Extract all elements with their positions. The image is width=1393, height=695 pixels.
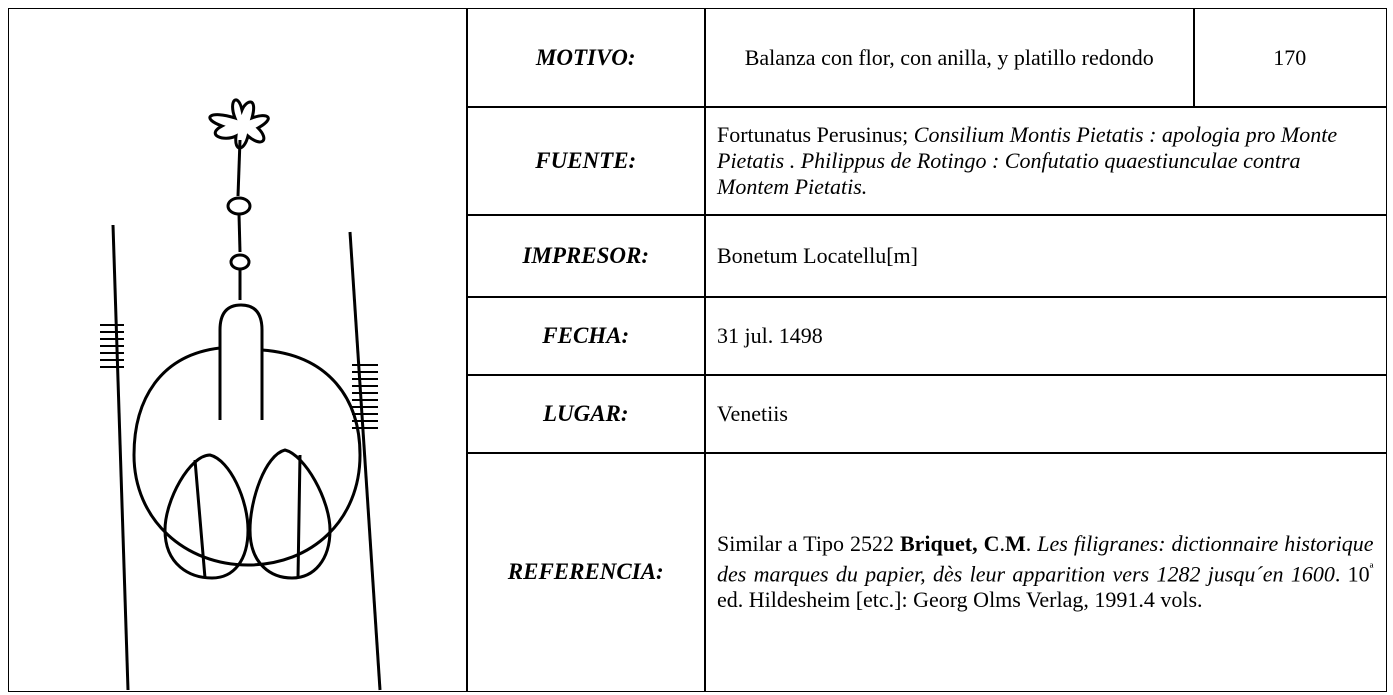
field-label: FECHA:: [466, 296, 706, 376]
value-text: Similar a Tipo 2522 Briquet, C.M. Les fi…: [717, 531, 1374, 613]
text-run: Venetiis: [717, 400, 788, 426]
text-run: .: [1025, 530, 1038, 556]
text-run: Fortunatus Perusinus;: [717, 121, 914, 147]
watermark-drawing: [100, 98, 382, 691]
field-value: Fortunatus Perusinus; Consilium Montis P…: [704, 106, 1387, 216]
text-run: ª: [1369, 561, 1374, 577]
record-number: 170: [1193, 8, 1387, 108]
field-value: Similar a Tipo 2522 Briquet, C.M. Les fi…: [704, 452, 1387, 692]
text-run: .: [999, 530, 1006, 556]
field-label: LUGAR:: [466, 374, 706, 454]
text-run: ed. Hildesheim [etc.]: Georg Olms Verlag…: [717, 586, 1203, 612]
field-value: Bonetum Locatellu[m]: [704, 214, 1387, 298]
text-run: M: [1005, 530, 1026, 556]
field-label: REFERENCIA:: [466, 452, 706, 692]
text-run: Bonetum Locatellu[m]: [717, 242, 918, 268]
field-value: Balanza con flor, con anilla, y platillo…: [704, 8, 1195, 108]
field-label: FUENTE:: [466, 106, 706, 216]
text-run: Similar a Tipo 2522: [717, 530, 900, 556]
text-run: Les filigranes: dictionnaire historique …: [717, 530, 1374, 586]
field-value: 31 jul. 1498: [704, 296, 1387, 376]
value-text: Bonetum Locatellu[m]: [717, 243, 1374, 269]
text-run: Balanza con flor, con anilla, y platillo…: [744, 44, 1154, 70]
field-value: Venetiis: [704, 374, 1387, 454]
text-run: . 10: [1334, 560, 1370, 586]
value-text: Venetiis: [717, 401, 1374, 427]
value-text: Balanza con flor, con anilla, y platillo…: [717, 45, 1182, 71]
value-text: 31 jul. 1498: [717, 323, 1374, 349]
text-run: Briquet, C: [899, 530, 1000, 556]
field-label: MOTIVO:: [466, 8, 706, 108]
value-text: Fortunatus Perusinus; Consilium Montis P…: [717, 122, 1374, 200]
field-label: IMPRESOR:: [466, 214, 706, 298]
text-run: 31 jul. 1498: [717, 322, 823, 348]
text-run: Consilium Montis Pietatis : apologia pro…: [717, 121, 1338, 199]
image-cell: [8, 8, 468, 692]
